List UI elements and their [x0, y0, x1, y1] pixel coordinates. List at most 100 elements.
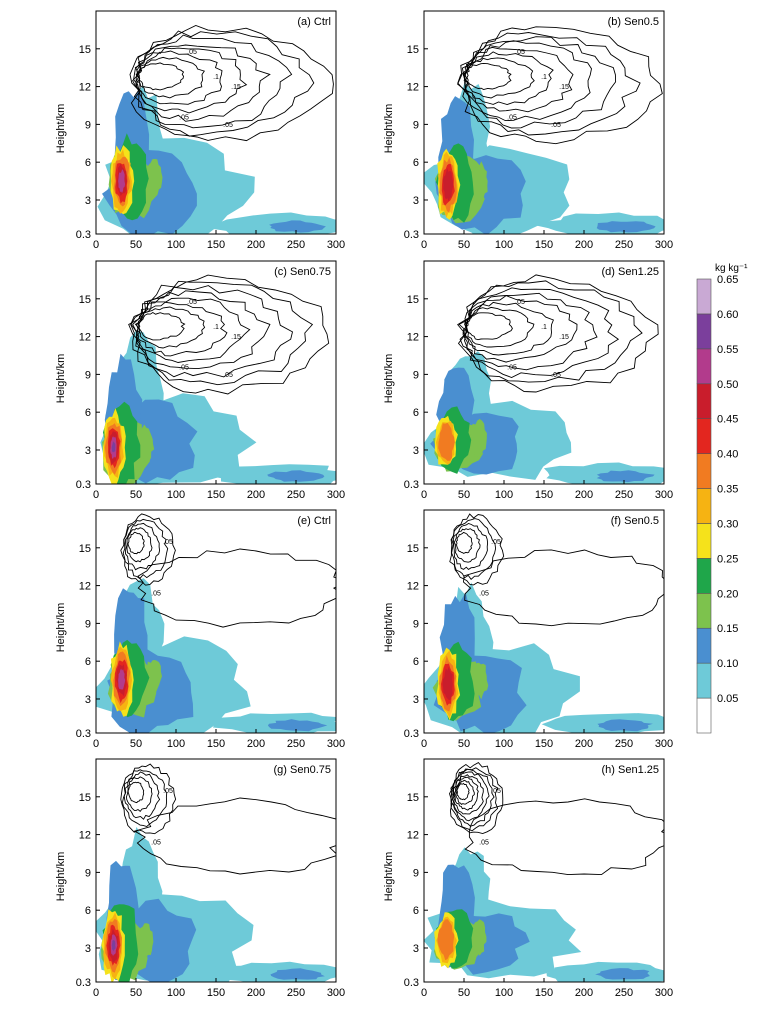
filled-contour-region: [269, 220, 326, 233]
x-tick-label: 50: [458, 239, 470, 251]
x-tick-label: 100: [167, 987, 185, 999]
panel-plot-area: .05 .1 .15 .05 .05: [96, 261, 336, 484]
colorbar-swatch: [696, 488, 712, 524]
y-tick-label: 3: [85, 694, 91, 706]
x-tick-label: 300: [655, 489, 673, 501]
panel-plot-area: .05 .05: [424, 759, 664, 982]
contour-line: [127, 781, 145, 804]
contour-line: [461, 40, 592, 122]
panel-plot-area: .05 .1 .15 .05 .05: [424, 11, 664, 234]
y-tick-label: 3: [413, 943, 419, 955]
panel: .05 .1 .15 .05 .05 0 50 100 150 200 250 300 0.3 3 6 9 12…: [55, 10, 345, 251]
colorbar-label: 0.15: [717, 623, 738, 635]
x-tick-label: 50: [458, 738, 470, 750]
panel-label: (e) Ctrl: [297, 515, 331, 527]
colorbar-label: 0.65: [717, 274, 738, 286]
contour-line: [133, 34, 293, 129]
y-tick-label: 6: [85, 157, 91, 169]
x-tick-label: 100: [495, 987, 513, 999]
y-tick-label: 15: [407, 543, 419, 555]
contour-line: [137, 548, 336, 628]
panel: .05 .1 .15 .05 .05 0 50 100 150 200 250 300 0.3 3 6 9 12…: [383, 10, 673, 251]
y-axis-label: Height/km: [55, 354, 67, 404]
contour-label: .15: [231, 334, 241, 341]
contour-line: [126, 527, 153, 563]
x-tick-label: 250: [287, 738, 305, 750]
colorbar-swatch: [696, 383, 712, 419]
y-tick-label: 15: [79, 792, 91, 804]
contour-label: .05: [151, 840, 161, 847]
contour-label: .15: [231, 84, 241, 91]
y-axis-label: Height/km: [383, 104, 395, 154]
x-tick-label: 200: [247, 987, 265, 999]
x-tick-label: 150: [535, 239, 553, 251]
contour-label: .1: [213, 324, 219, 331]
contour-line: [455, 779, 475, 805]
x-tick-label: 300: [655, 738, 673, 750]
y-tick-label: 0.3: [76, 479, 91, 491]
y-tick-label: 3: [413, 445, 419, 457]
filled-contour-region: [118, 169, 126, 193]
x-tick-label: 150: [207, 738, 225, 750]
y-tick-label: 12: [79, 830, 91, 842]
contour-label: .05: [507, 364, 517, 371]
contour-label: .05: [163, 539, 173, 546]
panel-label: (b) Sen0.5: [608, 16, 659, 28]
contour-label: .05: [151, 591, 161, 598]
y-tick-label: 0.3: [404, 479, 419, 491]
x-tick-label: 200: [575, 738, 593, 750]
y-tick-label: 9: [85, 867, 91, 879]
y-tick-label: 6: [413, 656, 419, 668]
y-tick-label: 3: [413, 694, 419, 706]
x-tick-label: 150: [207, 489, 225, 501]
filled-contour-region: [469, 919, 487, 956]
colorbar-label: 0.05: [717, 693, 738, 705]
x-tick-label: 300: [327, 239, 345, 251]
y-axis-label: Height/km: [383, 354, 395, 404]
x-tick-label: 50: [130, 239, 142, 251]
contour-label: .1: [541, 324, 547, 331]
contour-line: [464, 62, 512, 90]
y-tick-label: 0.3: [404, 728, 419, 740]
contour-line: [452, 523, 489, 570]
panel-plot-area: .05 .05: [96, 510, 336, 733]
filled-contour-region: [138, 923, 154, 957]
x-tick-label: 0: [93, 489, 99, 501]
x-tick-label: 300: [655, 987, 673, 999]
colorbar-swatch: [696, 627, 712, 664]
contour-line: [128, 274, 330, 395]
x-tick-label: 0: [93, 738, 99, 750]
colorbar-swatch: [696, 313, 712, 350]
x-tick-label: 250: [615, 738, 633, 750]
panel: .05 .05 0 50 100 150 200 250 300 0.3 3 6 9 12 15 Height…: [55, 758, 345, 999]
contour-line: [452, 774, 484, 815]
colorbar-label: 0.60: [717, 309, 738, 321]
panel-plot-area: .05 .1 .15 .05 .05: [96, 11, 336, 234]
panel-label: (g) Sen0.75: [274, 764, 331, 776]
x-tick-label: 150: [535, 738, 553, 750]
contour-label: .05: [507, 114, 517, 121]
contour-line: [453, 528, 481, 563]
x-tick-label: 50: [458, 987, 470, 999]
filled-contour-region: [118, 668, 126, 690]
contour-label: .05: [223, 122, 233, 129]
x-tick-label: 250: [287, 489, 305, 501]
x-tick-label: 200: [575, 489, 593, 501]
contour-line: [126, 776, 153, 813]
x-tick-label: 0: [93, 987, 99, 999]
y-tick-label: 3: [85, 445, 91, 457]
filled-contour-region: [267, 470, 325, 482]
y-tick-label: 0.3: [404, 229, 419, 241]
contour-line: [463, 549, 664, 627]
y-tick-label: 3: [85, 943, 91, 955]
y-tick-label: 0.3: [404, 977, 419, 989]
contour-line: [464, 306, 535, 348]
contour-line: [464, 798, 664, 876]
y-tick-label: 12: [407, 830, 419, 842]
y-axis-label: Height/km: [55, 603, 67, 653]
colorbar-swatch: [696, 523, 712, 559]
x-tick-label: 50: [130, 489, 142, 501]
colorbar-swatch: [696, 278, 712, 315]
contour-label: .05: [187, 49, 197, 56]
